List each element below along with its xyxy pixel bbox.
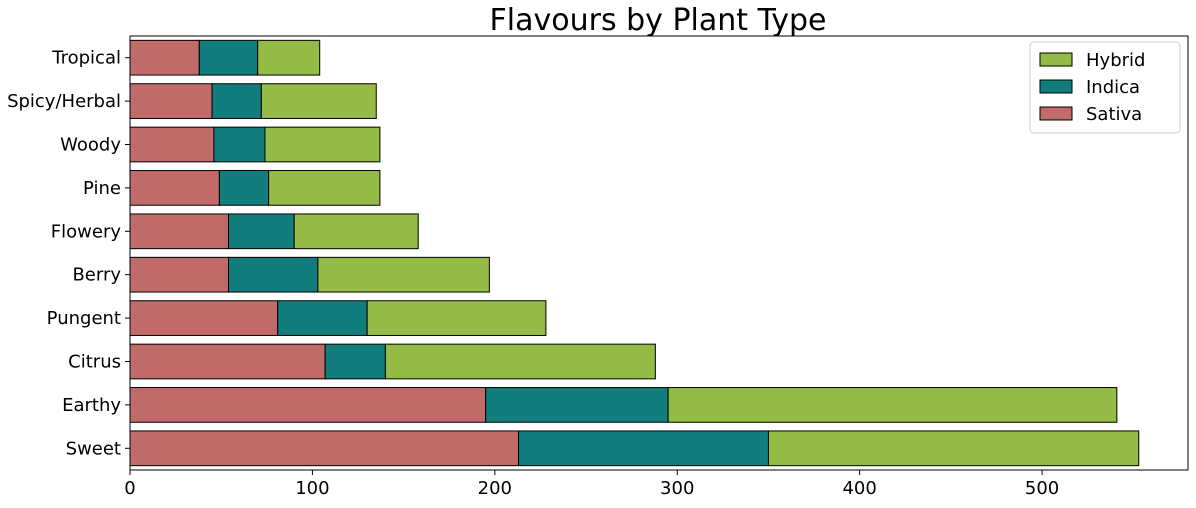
bar-earthy-hybrid: [667, 387, 1118, 423]
legend-swatch-indica: [1039, 79, 1073, 94]
bar-woody-hybrid: [264, 126, 381, 163]
y-tick-label-citrus: Citrus: [68, 352, 121, 373]
bar-sweet-sativa: [129, 430, 520, 467]
bar-sweet-indica: [518, 430, 769, 467]
legend: Hybrid Indica Sativa: [1029, 41, 1181, 134]
x-tick-label-200: 200: [478, 478, 512, 499]
bar-pungent-indica: [277, 300, 368, 336]
y-tick-label-pungent: Pungent: [47, 308, 121, 329]
bar-flowery-sativa: [129, 213, 230, 250]
y-tick-label-tropical: Tropical: [51, 48, 121, 69]
x-tick-label-0: 0: [124, 478, 135, 499]
legend-swatch-hybrid: [1039, 52, 1073, 67]
bar-pine-indica: [218, 170, 270, 206]
legend-swatch-sativa: [1039, 106, 1073, 121]
y-tick-label-earthy: Earthy: [62, 395, 121, 416]
bar-sweet-hybrid: [767, 430, 1140, 467]
y-tick-label-pine: Pine: [83, 178, 121, 199]
bar-pine-sativa: [129, 170, 220, 206]
bar-flowery-hybrid: [293, 213, 419, 250]
bar-earthy-sativa: [129, 387, 487, 423]
y-tick-label-spicy-herbal: Spicy/Herbal: [7, 91, 121, 112]
x-tick-label-400: 400: [842, 478, 876, 499]
bar-spicy-herbal-sativa: [129, 83, 213, 119]
x-tick-label-100: 100: [295, 478, 329, 499]
y-tick-label-berry: Berry: [72, 265, 121, 286]
bar-pine-hybrid: [268, 170, 381, 206]
bar-citrus-hybrid: [384, 343, 656, 380]
legend-label-indica: Indica: [1086, 77, 1140, 98]
axes-group: Sweet Earthy Citrus Pungent Berry Flowery Pine…: [7, 35, 1189, 499]
y-tick-label-sweet: Sweet: [66, 438, 121, 459]
bar-tropical-sativa: [129, 39, 200, 76]
bar-pungent-sativa: [129, 300, 279, 336]
bar-woody-indica: [213, 126, 266, 163]
bars-group: [129, 39, 1140, 467]
x-tick-label-500: 500: [1025, 478, 1059, 499]
legend-label-sativa: Sativa: [1086, 104, 1142, 125]
bar-berry-sativa: [129, 256, 230, 293]
bar-berry-hybrid: [317, 256, 490, 293]
y-tick-label-woody: Woody: [60, 135, 121, 156]
y-tick-label-flowery: Flowery: [51, 221, 122, 242]
bar-spicy-herbal-indica: [211, 83, 262, 119]
bar-woody-sativa: [129, 126, 215, 163]
x-tick-label-300: 300: [660, 478, 694, 499]
bar-pungent-hybrid: [366, 300, 547, 336]
bar-tropical-hybrid: [257, 39, 321, 76]
bar-berry-indica: [228, 256, 319, 293]
bar-flowery-indica: [228, 213, 295, 250]
legend-label-hybrid: Hybrid: [1086, 50, 1145, 71]
bar-citrus-indica: [324, 343, 386, 380]
bar-tropical-indica: [198, 39, 259, 76]
bar-spicy-herbal-hybrid: [260, 83, 377, 119]
bar-citrus-sativa: [129, 343, 326, 380]
bar-earthy-indica: [485, 387, 669, 423]
plot-frame: [129, 35, 1189, 471]
chart-title: Flavours by Plant Type: [490, 3, 827, 38]
